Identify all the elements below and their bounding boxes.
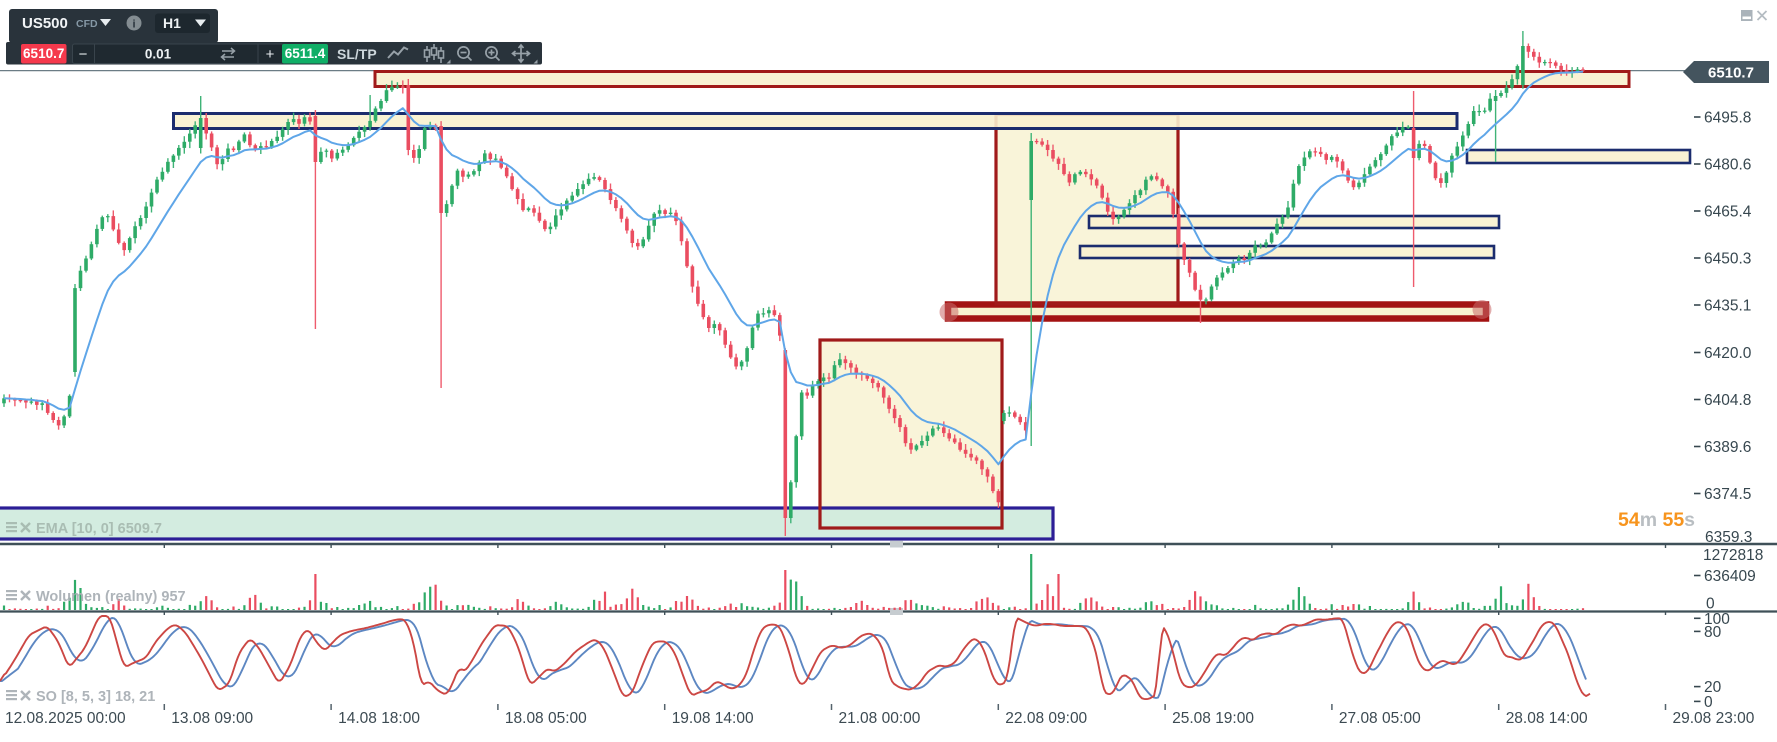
svg-text:80: 80 xyxy=(1704,624,1722,641)
svg-text:US500: US500 xyxy=(22,15,68,32)
svg-text:6480.6: 6480.6 xyxy=(1704,157,1751,174)
svg-text:6435.1: 6435.1 xyxy=(1704,298,1751,315)
svg-text:13.08 09:00: 13.08 09:00 xyxy=(171,710,253,727)
svg-text:54m 55s: 54m 55s xyxy=(1618,509,1695,531)
svg-text:6495.8: 6495.8 xyxy=(1704,110,1751,127)
svg-text:1272818: 1272818 xyxy=(1703,547,1763,564)
svg-text:6465.4: 6465.4 xyxy=(1704,204,1752,221)
svg-text:6389.6: 6389.6 xyxy=(1704,439,1751,456)
svg-text:0.01: 0.01 xyxy=(145,47,172,62)
svg-text:6450.3: 6450.3 xyxy=(1704,251,1751,268)
svg-text:19.08 14:00: 19.08 14:00 xyxy=(672,710,754,727)
svg-text:+: + xyxy=(266,46,275,63)
svg-text:H1: H1 xyxy=(163,15,181,31)
svg-text:−: − xyxy=(79,46,88,63)
svg-text:0: 0 xyxy=(1704,694,1713,711)
svg-text:6404.8: 6404.8 xyxy=(1704,392,1751,409)
svg-text:25.08 19:00: 25.08 19:00 xyxy=(1172,710,1254,727)
svg-text:636409: 636409 xyxy=(1704,568,1756,585)
svg-text:0: 0 xyxy=(1706,596,1715,613)
svg-text:22.08 09:00: 22.08 09:00 xyxy=(1005,710,1087,727)
svg-text:Wolumen (realny) 957: Wolumen (realny) 957 xyxy=(36,589,186,605)
svg-text:20: 20 xyxy=(1704,679,1722,696)
svg-text:6510.7: 6510.7 xyxy=(23,46,64,61)
svg-text:i: i xyxy=(132,19,135,31)
svg-text:14.08 18:00: 14.08 18:00 xyxy=(338,710,420,727)
svg-text:100: 100 xyxy=(1704,611,1730,628)
svg-text:18.08 05:00: 18.08 05:00 xyxy=(505,710,587,727)
svg-text:SO [8, 5, 3] 18, 21: SO [8, 5, 3] 18, 21 xyxy=(36,689,155,705)
svg-text:CFD: CFD xyxy=(76,18,98,30)
svg-text:SL/TP: SL/TP xyxy=(337,46,377,62)
svg-text:6510.7: 6510.7 xyxy=(1708,65,1754,82)
svg-text:6420.0: 6420.0 xyxy=(1704,345,1752,362)
svg-text:6511.4: 6511.4 xyxy=(285,46,326,61)
svg-text:29.08 23:00: 29.08 23:00 xyxy=(1673,710,1755,727)
svg-text:12.08.2025 00:00: 12.08.2025 00:00 xyxy=(5,710,126,727)
svg-text:21.08 00:00: 21.08 00:00 xyxy=(839,710,921,727)
svg-text:EMA [10, 0] 6509.7: EMA [10, 0] 6509.7 xyxy=(36,521,162,537)
svg-text:6359.3: 6359.3 xyxy=(1705,529,1752,546)
svg-text:6374.5: 6374.5 xyxy=(1704,486,1751,503)
svg-text:27.08 05:00: 27.08 05:00 xyxy=(1339,710,1421,727)
svg-text:28.08 14:00: 28.08 14:00 xyxy=(1506,710,1588,727)
